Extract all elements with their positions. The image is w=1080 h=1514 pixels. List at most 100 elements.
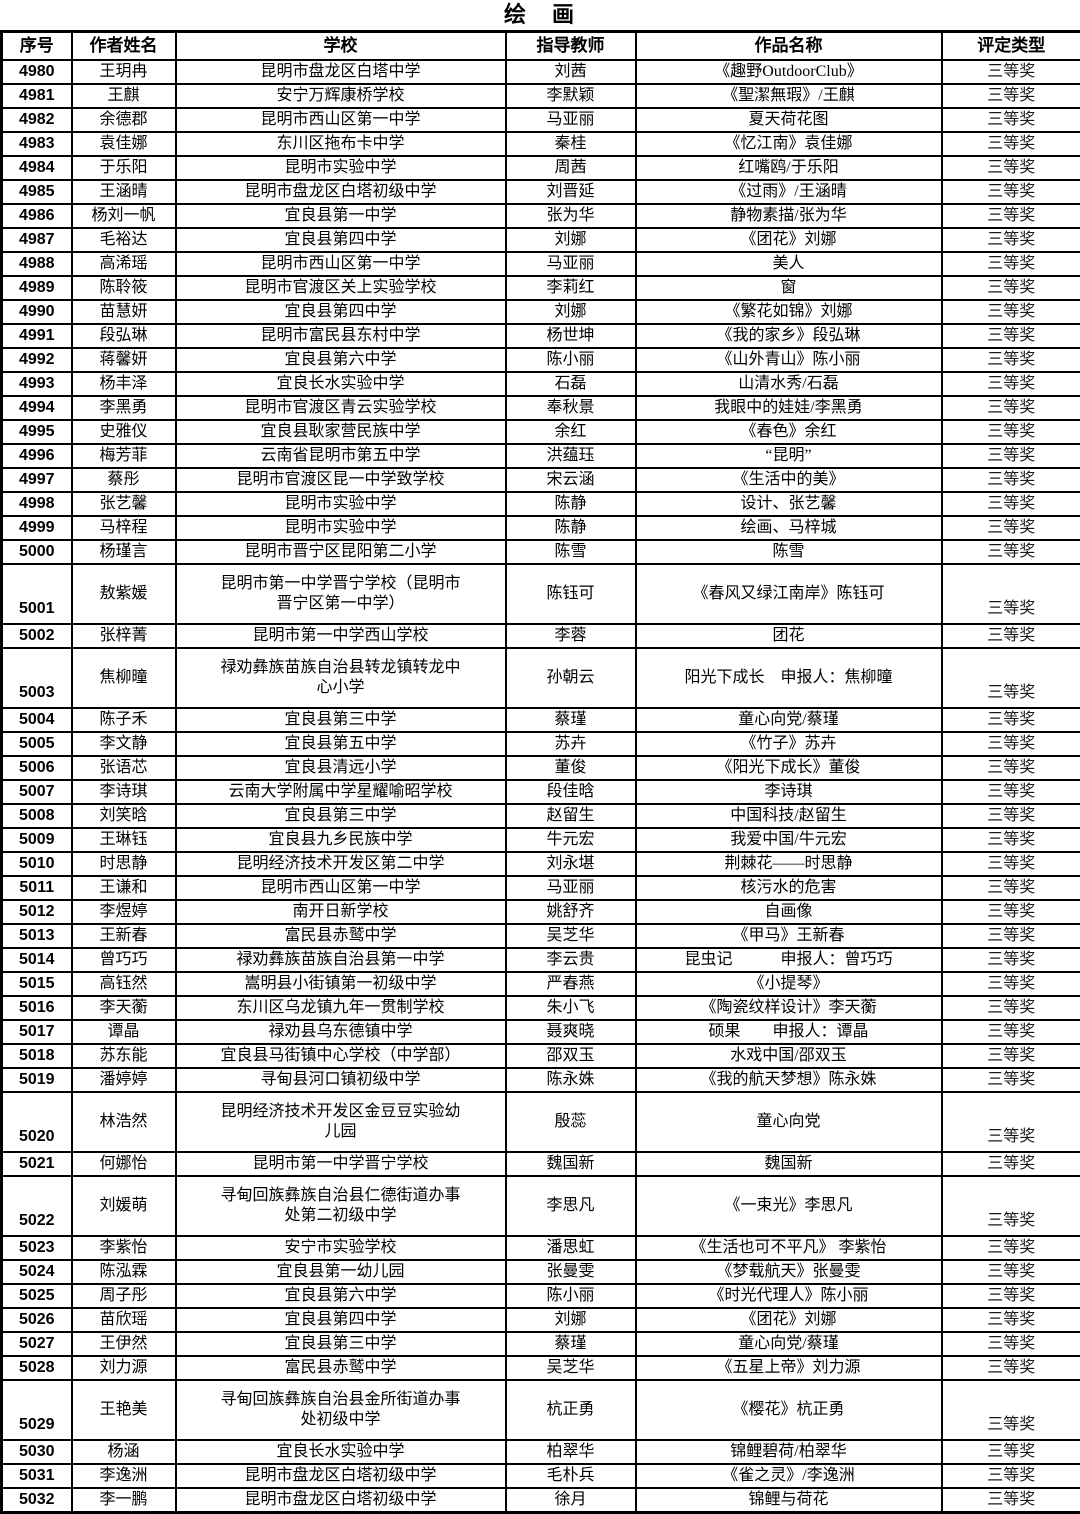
cell-teacher: 刘茜 (506, 60, 636, 84)
cell-author: 刘媛萌 (72, 1176, 176, 1236)
cell-work: 水戏中国/邵双玉 (636, 1044, 942, 1068)
cell-school: 禄劝彝族苗族自治县第一中学 (176, 948, 506, 972)
cell-teacher: 苏卉 (506, 732, 636, 756)
cell-school: 昆明市盘龙区白塔中学 (176, 60, 506, 84)
cell-work: 《一束光》李思凡 (636, 1176, 942, 1236)
cell-author: 余德郡 (72, 108, 176, 132)
cell-work: 《团花》刘娜 (636, 228, 942, 252)
cell-award: 三等奖 (942, 756, 1080, 780)
cell-author: 杨刘一帆 (72, 204, 176, 228)
cell-seq: 5002 (2, 624, 72, 648)
cell-work: 《春色》余红 (636, 420, 942, 444)
cell-school: 禄劝县乌东德镇中学 (176, 1020, 506, 1044)
cell-award: 三等奖 (942, 1356, 1080, 1380)
cell-work: 李诗琪 (636, 780, 942, 804)
cell-seq: 5015 (2, 972, 72, 996)
cell-school: 东川区拖布卡中学 (176, 132, 506, 156)
cell-author: 毛裕达 (72, 228, 176, 252)
cell-work: 夏天荷花图 (636, 108, 942, 132)
cell-award: 三等奖 (942, 204, 1080, 228)
cell-award: 三等奖 (942, 324, 1080, 348)
cell-work: 绘画、马梓城 (636, 516, 942, 540)
cell-teacher: 蔡瑾 (506, 1332, 636, 1356)
cell-seq: 4982 (2, 108, 72, 132)
cell-school: 昆明市官渡区关上实验学校 (176, 276, 506, 300)
cell-author: 蒋馨妍 (72, 348, 176, 372)
cell-author: 李逸洲 (72, 1464, 176, 1488)
cell-seq: 5021 (2, 1152, 72, 1176)
cell-award: 三等奖 (942, 972, 1080, 996)
cell-teacher: 李云贵 (506, 948, 636, 972)
cell-author: 高钰然 (72, 972, 176, 996)
cell-seq: 4989 (2, 276, 72, 300)
cell-work: 自画像 (636, 900, 942, 924)
cell-school: 宜良县第四中学 (176, 300, 506, 324)
cell-teacher: 刘娜 (506, 300, 636, 324)
cell-author: 张语芯 (72, 756, 176, 780)
cell-teacher: 陈小丽 (506, 1284, 636, 1308)
cell-seq: 4997 (2, 468, 72, 492)
cell-author: 张艺馨 (72, 492, 176, 516)
cell-teacher: 刘晋延 (506, 180, 636, 204)
cell-award: 三等奖 (942, 1380, 1080, 1440)
cell-teacher: 李莉红 (506, 276, 636, 300)
cell-author: 潘婷婷 (72, 1068, 176, 1092)
cell-author: 李文静 (72, 732, 176, 756)
cell-seq: 5032 (2, 1488, 72, 1513)
cell-award: 三等奖 (942, 84, 1080, 108)
cell-author: 于乐阳 (72, 156, 176, 180)
cell-work: 《我的家乡》段弘琳 (636, 324, 942, 348)
cell-school: 昆明市官渡区昆一中学致学校 (176, 468, 506, 492)
table-header-row: 序号作者姓名学校指导教师作品名称评定类型 (2, 32, 1080, 61)
column-header-teacher: 指导教师 (506, 32, 636, 61)
cell-award: 三等奖 (942, 276, 1080, 300)
cell-teacher: 张曼雯 (506, 1260, 636, 1284)
cell-author: 史雅仪 (72, 420, 176, 444)
cell-award: 三等奖 (942, 396, 1080, 420)
cell-work: 锦鲤与荷花 (636, 1488, 942, 1513)
cell-award: 三等奖 (942, 180, 1080, 204)
cell-teacher: 姚舒齐 (506, 900, 636, 924)
cell-award: 三等奖 (942, 468, 1080, 492)
cell-teacher: 段佳晗 (506, 780, 636, 804)
cell-work: 硕果 申报人：谭晶 (636, 1020, 942, 1044)
cell-school: 安宁市实验学校 (176, 1236, 506, 1260)
cell-author: 王涵晴 (72, 180, 176, 204)
cell-teacher: 周茜 (506, 156, 636, 180)
cell-author: 苏东能 (72, 1044, 176, 1068)
cell-award: 三等奖 (942, 708, 1080, 732)
column-header-author: 作者姓名 (72, 32, 176, 61)
cell-author: 陈聆筱 (72, 276, 176, 300)
cell-seq: 5023 (2, 1236, 72, 1260)
cell-work: 《忆江南》袁佳娜 (636, 132, 942, 156)
cell-school: 宜良县第六中学 (176, 348, 506, 372)
cell-work: 美人 (636, 252, 942, 276)
cell-school: 宜良县清远小学 (176, 756, 506, 780)
cell-school: 昆明市第一中学晋宁学校 (176, 1152, 506, 1176)
cell-work: 山清水秀/石磊 (636, 372, 942, 396)
page-title: 绘 画 (0, 0, 1080, 30)
cell-work: 《时光代理人》陈小丽 (636, 1284, 942, 1308)
cell-school: 宜良县耿家营民族中学 (176, 420, 506, 444)
cell-seq: 5007 (2, 780, 72, 804)
cell-author: 杨涵 (72, 1440, 176, 1464)
cell-award: 三等奖 (942, 60, 1080, 84)
cell-work: 阳光下成长 申报人：焦柳曈 (636, 648, 942, 708)
cell-school: 寻甸回族彝族自治县仁德街道办事 处第二初级中学 (176, 1176, 506, 1236)
cell-work: 《梦载航天》张曼雯 (636, 1260, 942, 1284)
cell-seq: 5009 (2, 828, 72, 852)
